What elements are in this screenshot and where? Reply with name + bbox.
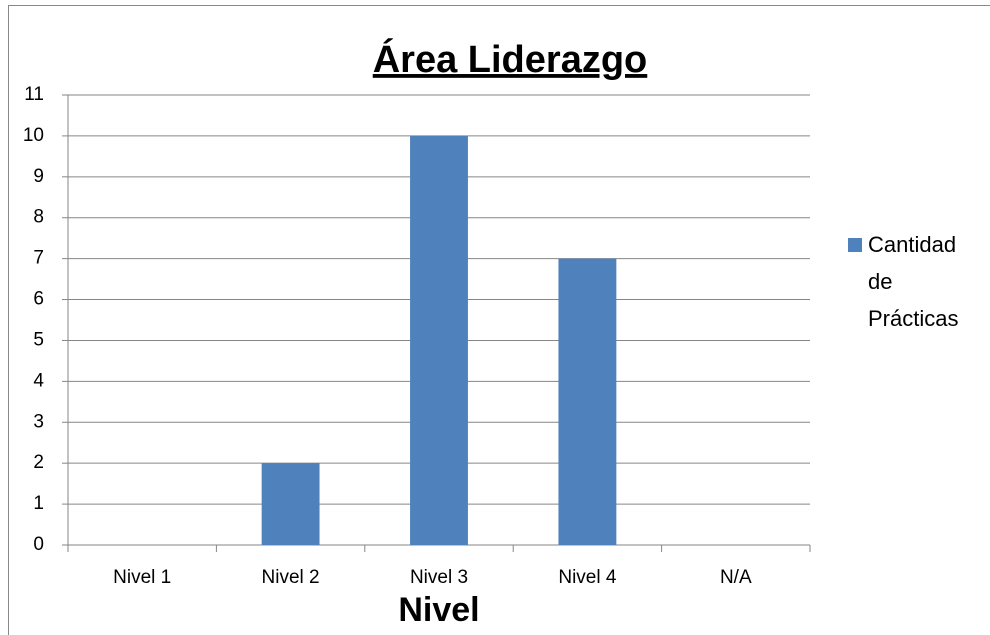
x-tick-label: Nivel 2 bbox=[262, 567, 320, 588]
x-axis-title: Nivel bbox=[398, 591, 479, 629]
y-tick-label: 1 bbox=[33, 493, 44, 514]
x-tick-label: N/A bbox=[720, 567, 752, 588]
bar bbox=[410, 135, 468, 545]
y-tick-label: 9 bbox=[33, 166, 44, 187]
x-tick-label: Nivel 1 bbox=[113, 567, 171, 588]
y-tick-label: 7 bbox=[33, 248, 44, 269]
y-tick-label: 3 bbox=[33, 411, 44, 432]
y-tick-label: 2 bbox=[33, 452, 44, 473]
y-tick-label: 10 bbox=[23, 125, 44, 146]
y-tick-label: 8 bbox=[33, 207, 44, 228]
x-tick-label: Nivel 3 bbox=[410, 567, 468, 588]
bar bbox=[261, 463, 320, 545]
chart-frame bbox=[8, 5, 990, 635]
y-tick-label: 4 bbox=[33, 370, 44, 391]
y-tick-label: 5 bbox=[33, 329, 44, 350]
legend-label: Cantidad de Prácticas bbox=[868, 232, 959, 331]
y-tick-label: 0 bbox=[33, 534, 44, 555]
y-tick-label: 6 bbox=[33, 289, 44, 310]
legend-swatch bbox=[848, 238, 862, 252]
bar bbox=[558, 258, 617, 545]
chart-title: Área Liderazgo bbox=[373, 37, 648, 81]
y-tick-label: 11 bbox=[24, 84, 44, 105]
x-tick-label: Nivel 4 bbox=[558, 567, 617, 588]
